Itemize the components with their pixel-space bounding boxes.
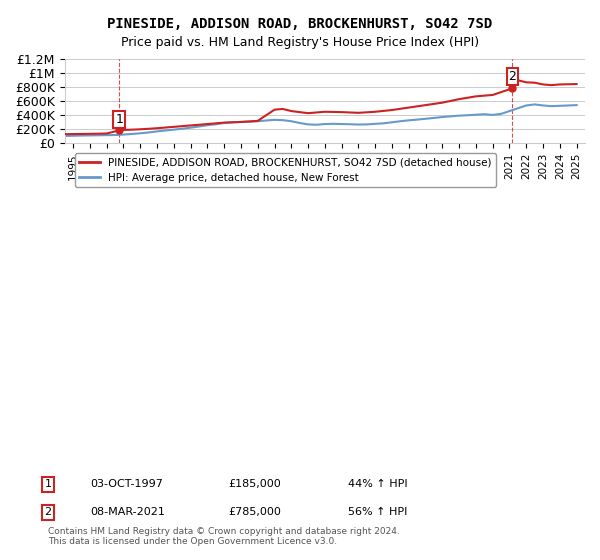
- Text: £785,000: £785,000: [228, 507, 281, 517]
- Text: 44% ↑ HPI: 44% ↑ HPI: [348, 479, 407, 489]
- Text: PINESIDE, ADDISON ROAD, BROCKENHURST, SO42 7SD: PINESIDE, ADDISON ROAD, BROCKENHURST, SO…: [107, 17, 493, 31]
- Legend: PINESIDE, ADDISON ROAD, BROCKENHURST, SO42 7SD (detached house), HPI: Average pr: PINESIDE, ADDISON ROAD, BROCKENHURST, SO…: [75, 153, 496, 187]
- Text: Contains HM Land Registry data © Crown copyright and database right 2024.
This d: Contains HM Land Registry data © Crown c…: [48, 526, 400, 546]
- Text: Price paid vs. HM Land Registry's House Price Index (HPI): Price paid vs. HM Land Registry's House …: [121, 36, 479, 49]
- Text: £185,000: £185,000: [228, 479, 281, 489]
- Text: 56% ↑ HPI: 56% ↑ HPI: [348, 507, 407, 517]
- Text: 2: 2: [44, 507, 52, 517]
- Text: 08-MAR-2021: 08-MAR-2021: [90, 507, 165, 517]
- Text: 03-OCT-1997: 03-OCT-1997: [90, 479, 163, 489]
- Text: 1: 1: [115, 113, 123, 126]
- Text: 2: 2: [509, 69, 517, 83]
- Text: 1: 1: [44, 479, 52, 489]
